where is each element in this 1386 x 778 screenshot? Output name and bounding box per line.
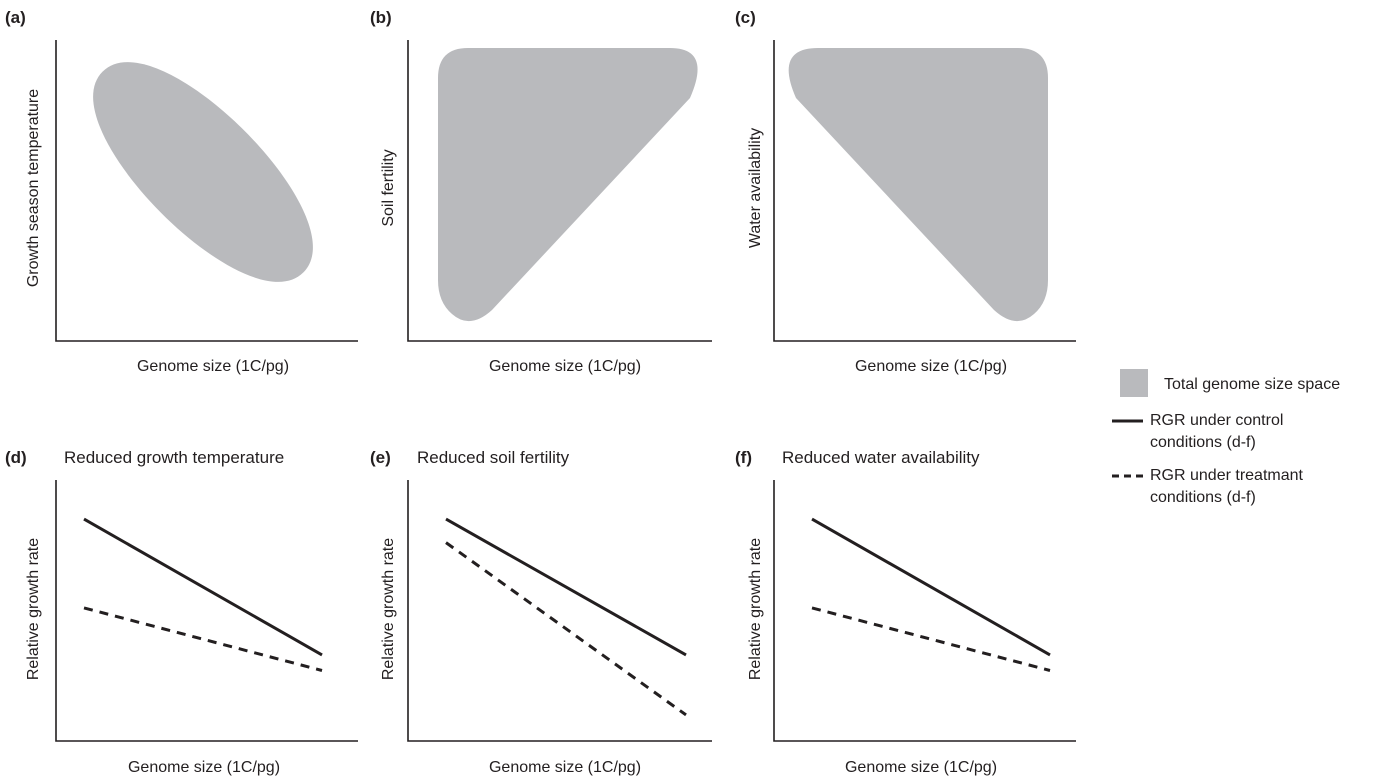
y-axis-label-e: Relative growth rate bbox=[380, 538, 397, 680]
treatment-rgr-line-f bbox=[811, 606, 1051, 672]
control-rgr-line-d bbox=[83, 517, 323, 657]
genome-space-region-a bbox=[93, 62, 313, 282]
y-axis-label-a: Growth season temperature bbox=[25, 89, 42, 287]
genome-space-region-c bbox=[788, 48, 1048, 322]
panel-label-b: (b) bbox=[370, 8, 392, 27]
panel-label-e: (e) bbox=[370, 448, 391, 467]
panel-f: (f) Reduced water availability Relative … bbox=[735, 448, 1076, 776]
panel-title-d: Reduced growth temperature bbox=[64, 448, 284, 467]
x-axis-label-a: Genome size (1C/pg) bbox=[137, 358, 289, 375]
series-lines-f bbox=[811, 517, 1051, 672]
legend-region-swatch bbox=[1120, 369, 1148, 397]
series-lines-d bbox=[83, 517, 323, 672]
y-axis-label-b: Soil fertility bbox=[380, 149, 397, 226]
panel-title-f: Reduced water availability bbox=[782, 448, 980, 467]
legend-control-label-line1: RGR under control bbox=[1150, 412, 1283, 429]
x-axis-label-e: Genome size (1C/pg) bbox=[489, 759, 641, 776]
x-axis-label-b: Genome size (1C/pg) bbox=[489, 358, 641, 375]
legend: Total genome size space RGR under contro… bbox=[1112, 369, 1340, 506]
panel-label-c: (c) bbox=[735, 8, 756, 27]
x-axis-label-f: Genome size (1C/pg) bbox=[845, 759, 997, 776]
panel-a: (a) Growth season temperature Genome siz… bbox=[5, 8, 358, 375]
y-axis-label-c: Water availability bbox=[747, 128, 764, 248]
panel-e: (e) Reduced soil fertility Relative grow… bbox=[370, 448, 712, 776]
legend-treatment-label-line1: RGR under treatmant bbox=[1150, 467, 1304, 484]
treatment-rgr-line-e bbox=[445, 541, 687, 717]
axis-d bbox=[55, 480, 358, 742]
x-axis-label-d: Genome size (1C/pg) bbox=[128, 759, 280, 776]
y-axis-label-d: Relative growth rate bbox=[25, 538, 42, 680]
y-axis-label-f: Relative growth rate bbox=[747, 538, 764, 680]
genome-space-region-b bbox=[438, 48, 698, 322]
panel-b: (b) Soil fertility Genome size (1C/pg) bbox=[370, 8, 712, 375]
control-rgr-line-f bbox=[811, 517, 1051, 657]
panel-d: (d) Reduced growth temperature Relative … bbox=[5, 448, 358, 776]
legend-region-label: Total genome size space bbox=[1164, 376, 1340, 393]
panel-c: (c) Water availability Genome size (1C/p… bbox=[735, 8, 1076, 375]
panel-label-f: (f) bbox=[735, 448, 752, 467]
axis-e bbox=[407, 480, 712, 742]
axis-a bbox=[55, 40, 358, 342]
panel-label-a: (a) bbox=[5, 8, 26, 27]
legend-treatment-label-line2: conditions (d-f) bbox=[1150, 489, 1256, 506]
axis-c bbox=[773, 40, 1076, 342]
axis-b bbox=[407, 40, 712, 342]
panel-title-e: Reduced soil fertility bbox=[417, 448, 570, 467]
control-rgr-line-e bbox=[445, 517, 687, 657]
axis-f bbox=[773, 480, 1076, 742]
series-lines-e bbox=[445, 517, 687, 717]
panel-label-d: (d) bbox=[5, 448, 27, 467]
legend-control-label-line2: conditions (d-f) bbox=[1150, 434, 1256, 451]
treatment-rgr-line-d bbox=[83, 606, 323, 672]
x-axis-label-c: Genome size (1C/pg) bbox=[855, 358, 1007, 375]
